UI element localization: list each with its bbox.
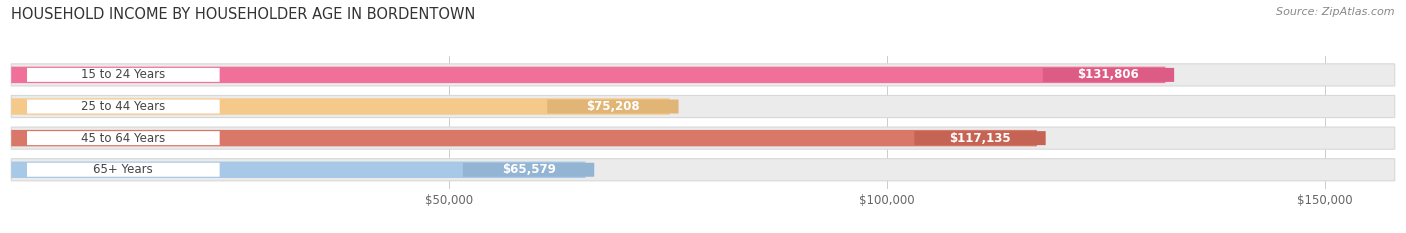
FancyBboxPatch shape xyxy=(11,96,1395,118)
FancyBboxPatch shape xyxy=(11,64,1395,86)
Text: $65,579: $65,579 xyxy=(502,163,555,176)
FancyBboxPatch shape xyxy=(547,99,679,113)
Text: 25 to 44 Years: 25 to 44 Years xyxy=(82,100,166,113)
FancyBboxPatch shape xyxy=(11,127,1395,149)
Text: $117,135: $117,135 xyxy=(949,132,1011,145)
FancyBboxPatch shape xyxy=(11,98,669,115)
FancyBboxPatch shape xyxy=(11,130,1036,146)
FancyBboxPatch shape xyxy=(27,163,219,177)
FancyBboxPatch shape xyxy=(27,99,219,113)
FancyBboxPatch shape xyxy=(463,163,595,177)
FancyBboxPatch shape xyxy=(27,131,219,145)
FancyBboxPatch shape xyxy=(11,159,1395,181)
Text: $131,806: $131,806 xyxy=(1077,69,1139,81)
Text: 15 to 24 Years: 15 to 24 Years xyxy=(82,69,166,81)
Text: HOUSEHOLD INCOME BY HOUSEHOLDER AGE IN BORDENTOWN: HOUSEHOLD INCOME BY HOUSEHOLDER AGE IN B… xyxy=(11,7,475,22)
Text: $75,208: $75,208 xyxy=(586,100,640,113)
FancyBboxPatch shape xyxy=(914,131,1046,145)
Text: 65+ Years: 65+ Years xyxy=(93,163,153,176)
FancyBboxPatch shape xyxy=(1043,68,1174,82)
FancyBboxPatch shape xyxy=(27,68,219,82)
Text: Source: ZipAtlas.com: Source: ZipAtlas.com xyxy=(1277,7,1395,17)
FancyBboxPatch shape xyxy=(11,161,585,178)
FancyBboxPatch shape xyxy=(11,67,1166,83)
Text: 45 to 64 Years: 45 to 64 Years xyxy=(82,132,166,145)
